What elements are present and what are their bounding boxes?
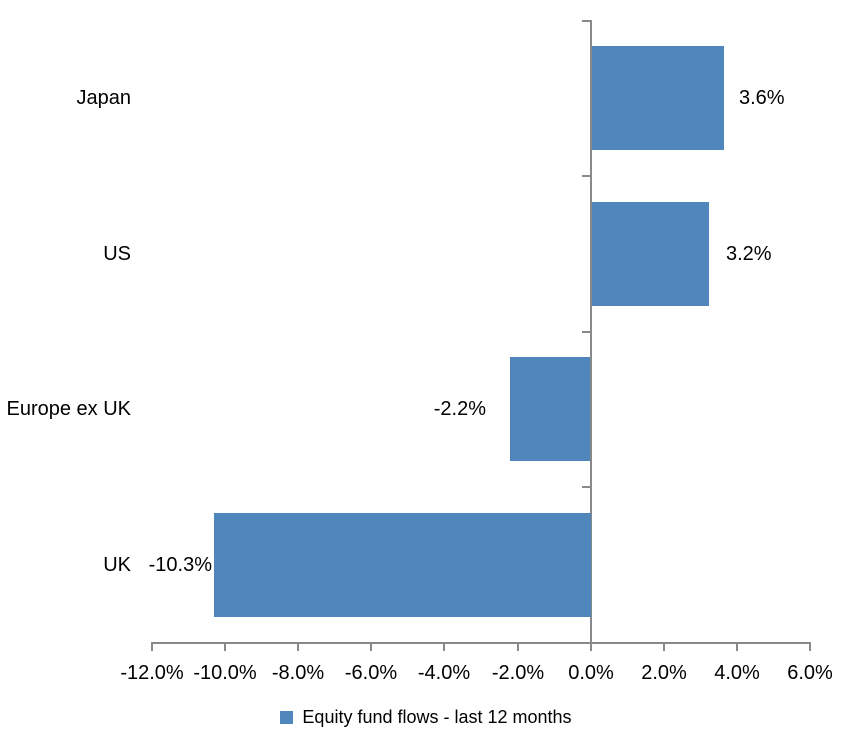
x-axis-tick [663,643,665,651]
x-axis-tick-label: -8.0% [271,662,325,684]
x-axis-tick [151,643,153,651]
x-axis-tick-label: 2.0% [641,662,687,684]
value-label: 3.6% [739,87,785,109]
y-axis-line [590,20,592,651]
x-axis-tick-label: 4.0% [714,662,760,684]
x-axis-tick [517,643,519,651]
x-axis-tick-label: -12.0% [120,662,184,684]
category-label: Europe ex UK [6,398,131,420]
x-axis-tick [370,643,372,651]
value-label: 3.2% [726,243,772,265]
bar-uk [214,513,591,617]
value-label: -10.3% [148,554,212,576]
x-axis-tick [443,643,445,651]
y-axis-tick [582,175,590,177]
y-axis-tick [582,20,590,22]
bar-japan [592,46,724,150]
legend-label: Equity fund flows - last 12 months [302,707,572,727]
x-axis-line [151,642,811,644]
x-axis-tick-label: 6.0% [787,662,833,684]
x-axis-tick [809,643,811,651]
value-label: -2.2% [433,398,486,420]
x-axis-tick-label: -6.0% [344,662,398,684]
y-axis-tick [582,486,590,488]
x-axis-tick-label: -10.0% [193,662,257,684]
bar-europe-ex-uk [510,357,590,461]
category-label: Japan [76,87,132,109]
category-label: UK [103,554,131,576]
x-axis-tick [736,643,738,651]
legend-color-swatch [280,710,294,724]
y-axis-tick [582,331,590,333]
x-axis-tick-label: -4.0% [417,662,471,684]
x-axis-tick-label: -2.0% [491,662,545,684]
x-axis-tick [297,643,299,651]
category-label: US [103,243,131,265]
x-axis-tick-label: 0.0% [568,662,614,684]
x-axis-tick [590,643,592,651]
bar-us [592,202,709,306]
x-axis-tick [224,643,226,651]
legend: Equity fund flows - last 12 months [0,705,852,729]
